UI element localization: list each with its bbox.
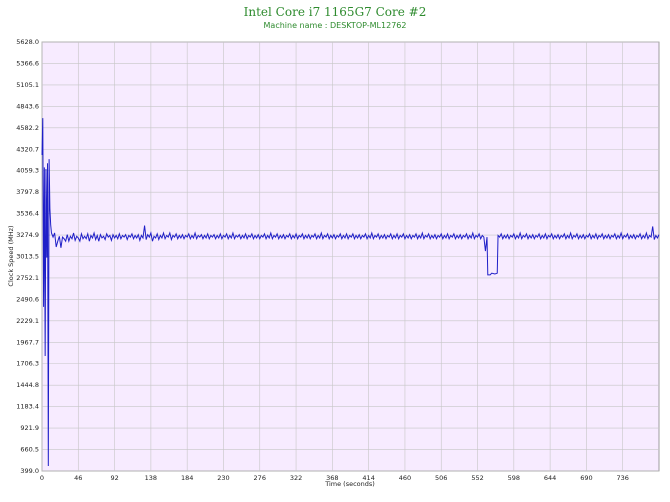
x-tick-label: 460 <box>399 474 411 482</box>
x-tick-label: 598 <box>508 474 520 482</box>
y-tick-label: 1706.3 <box>16 360 39 368</box>
chart-title: Intel Core i7 1165G7 Core #2 <box>244 5 427 19</box>
x-tick-label: 184 <box>181 474 193 482</box>
y-tick-label: 399.0 <box>20 467 39 475</box>
y-tick-label: 1444.8 <box>16 381 39 389</box>
x-tick-label: 230 <box>217 474 229 482</box>
y-tick-label: 5628.0 <box>16 38 39 46</box>
x-tick-label: 368 <box>326 474 338 482</box>
x-tick-label: 276 <box>254 474 266 482</box>
chart-subtitle: Machine name : DESKTOP-ML12762 <box>264 21 407 30</box>
x-tick-label: 322 <box>290 474 302 482</box>
grid-lines <box>41 41 659 472</box>
y-tick-label: 5105.1 <box>16 81 39 89</box>
x-tick-label: 644 <box>544 474 556 482</box>
y-tick-label: 2229.1 <box>16 317 39 325</box>
y-tick-label: 4582.2 <box>16 124 39 132</box>
y-tick-label: 4320.7 <box>16 145 39 153</box>
x-tick-label: 46 <box>74 474 82 482</box>
y-axis-ticks: 399.0 660.5 921.9 1183.4 1444.8 1706.3 1967.7 2… <box>16 38 39 475</box>
y-tick-label: 3536.4 <box>16 210 39 218</box>
x-tick-label: 92 <box>110 474 118 482</box>
y-tick-label: 3797.8 <box>16 188 39 196</box>
x-tick-label: 690 <box>580 474 592 482</box>
y-tick-label: 1183.4 <box>16 403 39 411</box>
y-tick-label: 660.5 <box>20 446 39 454</box>
y-tick-label: 4059.3 <box>16 167 39 175</box>
y-tick-label: 3274.9 <box>16 231 39 239</box>
x-tick-label: 414 <box>362 474 374 482</box>
x-tick-label: 736 <box>616 474 628 482</box>
x-tick-label: 138 <box>145 474 157 482</box>
x-axis-ticks: 0 46 92 138 184 230 276 322 368 414 460 506 552 598 64… <box>40 474 629 482</box>
y-tick-label: 5366.6 <box>16 59 39 67</box>
y-tick-label: 1967.7 <box>16 338 39 346</box>
y-tick-label: 3013.5 <box>16 253 39 261</box>
x-tick-label: 506 <box>435 474 447 482</box>
x-tick-label: 552 <box>471 474 483 482</box>
y-axis-label: Clock Speed (MHz) <box>7 225 15 286</box>
clock-speed-series-line <box>41 118 660 467</box>
x-tick-label: 0 <box>40 474 44 482</box>
y-tick-label: 2490.6 <box>16 295 39 303</box>
y-tick-label: 921.9 <box>20 424 39 432</box>
y-tick-label: 2752.1 <box>16 274 39 282</box>
y-tick-label: 4843.6 <box>16 102 39 110</box>
x-axis-label: Time (seconds) <box>324 480 375 488</box>
